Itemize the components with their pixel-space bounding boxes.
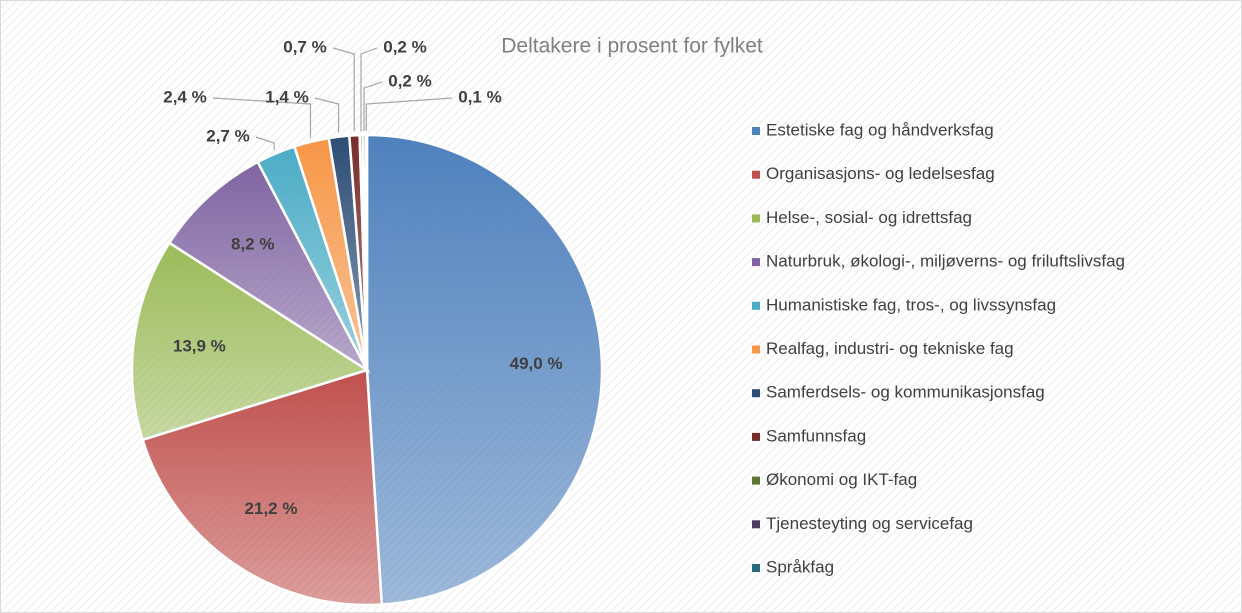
legend-label: Økonomi og IKT-fag <box>766 470 917 489</box>
data-label: 0,2 % <box>388 71 431 90</box>
leader-line <box>212 97 312 138</box>
legend-label: Samferdsels- og kommunikasjonsfag <box>766 383 1045 402</box>
legend-swatch <box>752 432 760 441</box>
legend-swatch <box>752 301 760 310</box>
legend-swatch <box>752 564 760 572</box>
data-label: 0,1 % <box>458 87 501 106</box>
leader-line <box>360 47 378 132</box>
leader-line <box>365 97 453 132</box>
legend-label: Helse-, sosial- og idrettsfag <box>766 208 972 227</box>
legend-label: Språkfag <box>766 557 834 576</box>
legend-label: Realfag, industri- og tekniske fag <box>766 339 1014 358</box>
legend-label: Samfunnsfag <box>766 426 866 445</box>
data-label: 13,9 % <box>173 337 226 356</box>
data-label: 0,7 % <box>283 37 326 56</box>
data-label: 0,2 % <box>383 37 426 56</box>
pie-slice <box>167 160 371 374</box>
legend-label: Organisasjons- og ledelsesfag <box>766 164 995 183</box>
legend-swatch <box>752 127 760 135</box>
leader-line <box>255 136 275 150</box>
pie-slice <box>364 133 369 371</box>
legend-swatch <box>752 258 760 267</box>
data-label: 1,4 % <box>265 87 308 106</box>
legend-swatch <box>752 520 760 529</box>
chart-title: Deltakere i prosent for fylket <box>501 35 763 58</box>
leader-line <box>363 81 383 132</box>
legend-swatch <box>752 170 760 179</box>
leader-line <box>332 47 355 132</box>
legend-swatch <box>752 345 760 354</box>
pie-slice <box>141 368 384 607</box>
legend-swatch <box>752 214 760 223</box>
legend-label: Tjenesteyting og servicefag <box>766 514 973 533</box>
data-label: 21,2 % <box>245 499 298 518</box>
data-label: 2,4 % <box>163 87 206 106</box>
legend-swatch <box>752 476 760 485</box>
legend-swatch <box>752 389 760 398</box>
pie-slice <box>365 133 604 606</box>
legend-label: Naturbruk, økologi-, miljøverns- og fril… <box>766 252 1125 271</box>
data-label: 2,7 % <box>206 126 249 145</box>
data-label: 8,2 % <box>231 235 274 254</box>
leader-line <box>314 97 340 133</box>
legend-label: Estetiske fag og håndverksfag <box>766 120 994 139</box>
pie-slice <box>130 241 370 442</box>
legend-label: Humanistiske fag, tros-, og livssynsfag <box>766 295 1056 314</box>
data-label: 49,0 % <box>510 354 563 373</box>
